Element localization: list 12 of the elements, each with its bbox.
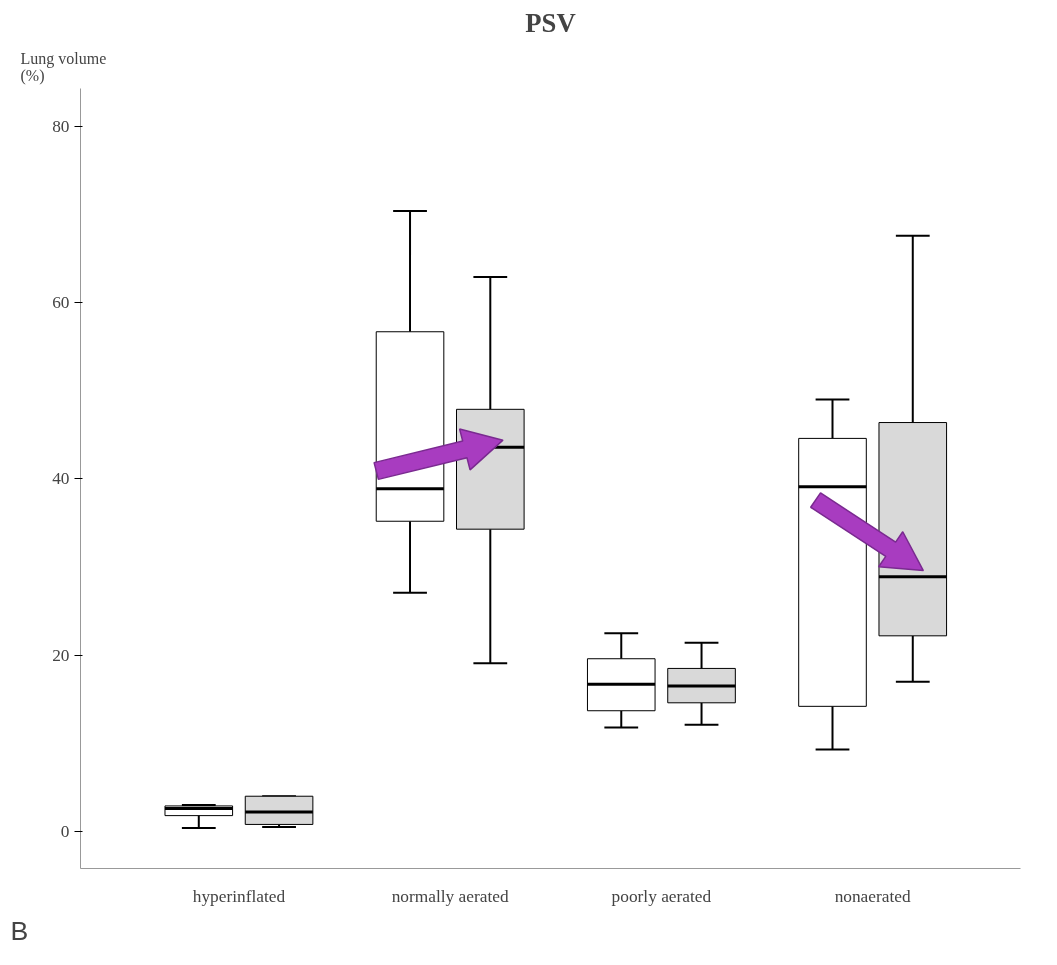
x-tick-label: nonaerated bbox=[834, 886, 911, 906]
y-tick-label: 60 bbox=[52, 293, 70, 313]
x-tick-label: poorly aerated bbox=[611, 886, 712, 906]
x-tick-label: normally aerated bbox=[391, 886, 509, 906]
y-tick-label: 40 bbox=[52, 469, 70, 489]
chart-title: PSV bbox=[525, 7, 576, 38]
y-tick-label: 0 bbox=[60, 821, 70, 841]
x-tick-label: hyperinflated bbox=[192, 886, 286, 906]
y-axis-title: Lung volume (%) bbox=[20, 49, 107, 85]
text: B bbox=[10, 915, 29, 946]
y-tick-label: 20 bbox=[52, 645, 70, 665]
y-tick-label: 80 bbox=[52, 116, 70, 136]
